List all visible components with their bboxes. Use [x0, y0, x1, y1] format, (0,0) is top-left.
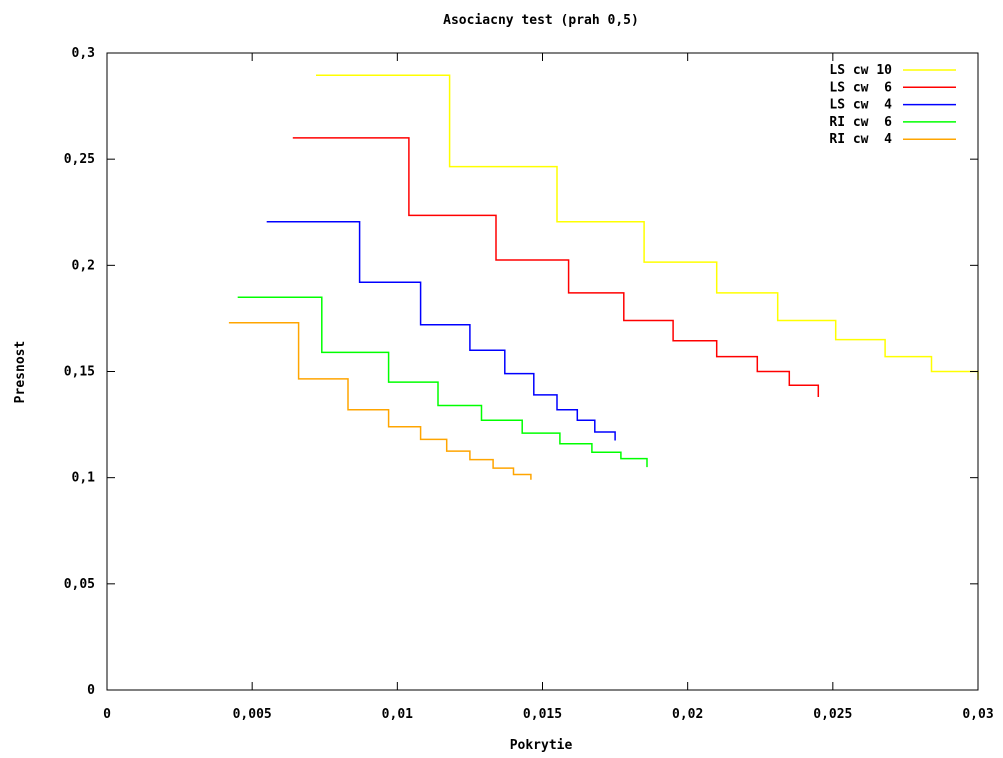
- legend-label: LS cw 6: [829, 80, 892, 95]
- y-tick-label: 0,3: [72, 46, 95, 61]
- plot-frame: [106, 52, 979, 691]
- legend-label: LS cw 4: [829, 98, 892, 113]
- x-axis-label: Pokrytie: [510, 738, 573, 753]
- x-tick-label: 0,02: [672, 707, 703, 722]
- legend-label: RI cw 4: [829, 132, 892, 147]
- chart-title: Asociacny test (prah 0,5): [443, 13, 639, 28]
- legend-label: RI cw 6: [829, 115, 892, 130]
- y-tick-label: 0,25: [64, 152, 95, 167]
- series-line-2: [292, 137, 820, 397]
- series-line-3: [266, 221, 616, 441]
- y-axis-label: Presnost: [13, 341, 28, 404]
- x-tick-label: 0,025: [813, 707, 852, 722]
- y-tick-label: 0,15: [64, 365, 95, 380]
- plot-series: [228, 74, 979, 480]
- x-tick-label: 0,005: [233, 707, 272, 722]
- y-tick-label: 0,1: [72, 471, 96, 486]
- x-tick-label: 0: [103, 707, 111, 722]
- x-tick-label: 0,01: [382, 707, 413, 722]
- y-tick-label: 0,2: [72, 258, 95, 273]
- x-axis: 0 0,005 0,01 0,015 0,02 0,025 0,03: [103, 53, 994, 722]
- series-line-1: [316, 74, 979, 380]
- legend: LS cw 10 LS cw 6 LS cw 4 RI cw 6 RI cw 4: [829, 63, 956, 147]
- x-tick-label: 0,03: [962, 707, 993, 722]
- y-tick-label: 0: [87, 683, 95, 698]
- y-axis: 0 0,05 0,1 0,15 0,2 0,25 0,3: [64, 46, 978, 698]
- series-line-5: [228, 321, 532, 480]
- series-line-4: [237, 296, 648, 468]
- legend-label: LS cw 10: [829, 63, 892, 78]
- y-tick-label: 0,05: [64, 577, 95, 592]
- x-tick-label: 0,015: [523, 707, 562, 722]
